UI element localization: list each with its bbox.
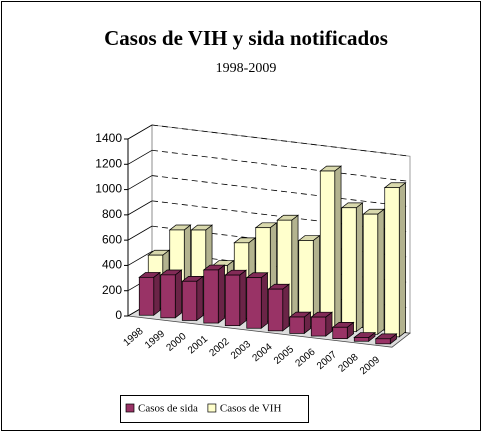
bar <box>383 182 407 338</box>
grid-line <box>151 124 411 157</box>
grid-line <box>127 251 153 266</box>
y-tick-label: 0 <box>115 308 122 322</box>
bar-side <box>260 272 268 329</box>
bar <box>297 234 321 328</box>
bar-front <box>160 274 176 319</box>
grid-line <box>127 149 153 165</box>
bar <box>159 269 183 319</box>
y-tick-label: 1200 <box>95 156 122 170</box>
chart-title: Casos de VIH y sida notificados <box>104 26 388 50</box>
bar-front <box>203 269 219 324</box>
bar-front <box>246 277 262 329</box>
bar <box>340 202 364 333</box>
bar <box>202 264 226 324</box>
bar-front <box>224 274 241 327</box>
bar-front <box>353 337 370 342</box>
bar-front <box>332 326 348 339</box>
bar-front <box>362 213 379 335</box>
bar <box>310 311 334 337</box>
bar <box>267 283 291 332</box>
bar-front <box>289 316 305 334</box>
bar-front <box>319 170 336 330</box>
y-tick-label: 1400 <box>95 131 122 145</box>
bar <box>245 272 269 329</box>
grid-line <box>151 149 411 182</box>
bar-side <box>282 283 290 332</box>
legend-label: Casos de sida <box>138 403 198 415</box>
bar-side <box>153 271 161 316</box>
bar-side <box>217 264 225 324</box>
bar-front <box>384 187 400 338</box>
bar-side <box>377 208 385 335</box>
bar-side <box>174 269 182 319</box>
bar <box>138 271 162 316</box>
bar-side <box>239 269 247 327</box>
chart-subtitle: 1998-2009 <box>216 61 277 76</box>
bar-front <box>375 338 391 345</box>
bar <box>353 331 377 342</box>
bar <box>319 165 343 330</box>
bar-side <box>398 182 406 338</box>
bar-side <box>196 275 204 322</box>
bar <box>331 321 355 340</box>
grid-line <box>127 225 153 241</box>
y-tick-label: 600 <box>102 232 122 246</box>
bar <box>362 208 386 335</box>
bar-side <box>291 214 299 325</box>
grid-line <box>151 200 411 233</box>
grid-line <box>127 124 153 140</box>
bar-front <box>341 207 357 333</box>
bar-front <box>181 280 198 321</box>
bar <box>288 311 312 335</box>
bar <box>224 269 248 327</box>
y-tick-label: 200 <box>102 283 122 297</box>
bar-side <box>355 202 363 333</box>
bar <box>374 333 398 345</box>
legend-swatch <box>125 403 135 413</box>
legend-label: Casos de VIH <box>220 403 282 415</box>
bar-side <box>334 165 342 330</box>
y-tick-label: 400 <box>102 258 122 272</box>
y-tick-label: 1000 <box>95 182 122 196</box>
bar-front <box>267 288 284 332</box>
bar-front <box>310 316 327 337</box>
legend-swatch <box>207 403 217 413</box>
y-tick-label: 800 <box>102 207 122 221</box>
grid-line <box>127 200 153 216</box>
grid-line <box>151 175 411 208</box>
bar-front <box>138 276 155 316</box>
bar <box>181 275 205 322</box>
grid-line <box>127 175 153 190</box>
